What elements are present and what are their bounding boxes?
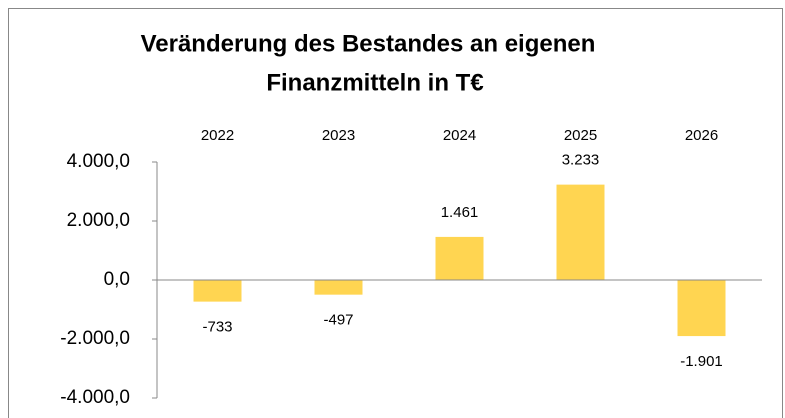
chart-title: Finanzmitteln in T€ <box>266 69 483 96</box>
chart-frame <box>8 8 783 418</box>
value-label: 3.233 <box>562 152 600 169</box>
bar <box>556 184 605 280</box>
value-label: -1.901 <box>680 353 723 370</box>
y-tick-label: 0,0 <box>104 269 130 290</box>
y-tick-label: 2.000,0 <box>67 210 130 231</box>
x-tick-label: 2025 <box>564 127 597 144</box>
bar <box>193 280 242 302</box>
bar <box>435 236 484 280</box>
value-label: 1.461 <box>441 204 479 221</box>
chart-title: Veränderung des Bestandes an eigenen <box>141 30 596 57</box>
x-tick-label: 2023 <box>322 127 355 144</box>
bar <box>314 280 363 295</box>
x-tick-label: 2026 <box>685 127 718 144</box>
y-tick-label: -2.000,0 <box>60 328 130 349</box>
value-label: -497 <box>323 312 353 329</box>
bar <box>677 280 726 337</box>
y-tick-label: 4.000,0 <box>67 151 130 172</box>
y-tick-label: -4.000,0 <box>60 387 130 408</box>
x-tick-label: 2024 <box>443 127 476 144</box>
x-tick-label: 2022 <box>201 127 234 144</box>
value-label: -733 <box>202 319 232 336</box>
